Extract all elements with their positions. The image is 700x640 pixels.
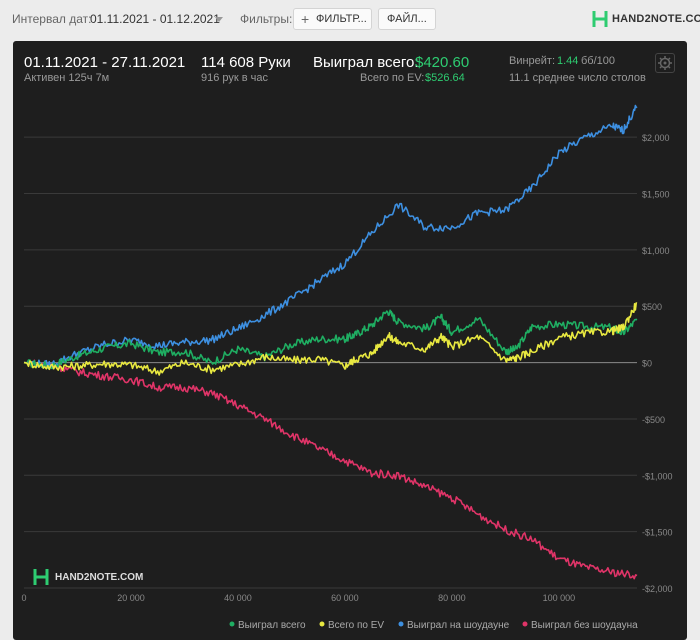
filter-button-label: ФИЛЬТР... bbox=[316, 13, 367, 25]
y-tick-label: -$500 bbox=[642, 415, 665, 425]
watermark-text: HAND2NOTE.COM bbox=[55, 572, 144, 583]
ev-label: Всего по EV: bbox=[360, 72, 425, 84]
files-button[interactable]: ФАЙЛ... bbox=[378, 8, 436, 30]
legend-label[interactable]: Выиграл на шоудауне bbox=[407, 620, 510, 631]
interval-label: Интервал дат: bbox=[12, 12, 92, 26]
plus-icon: + bbox=[301, 11, 310, 27]
series-line bbox=[23, 302, 638, 376]
filter-button[interactable]: + ФИЛЬТР... bbox=[293, 8, 372, 30]
y-tick-label: $1,500 bbox=[642, 190, 670, 200]
y-tick-label: $1,000 bbox=[642, 246, 670, 256]
files-button-label: ФАЙЛ... bbox=[387, 13, 427, 25]
x-tick-label: 0 bbox=[21, 593, 26, 603]
legend-label[interactable]: Всего по EV bbox=[328, 620, 384, 631]
x-tick-label: 40 000 bbox=[224, 593, 252, 603]
y-tick-label: -$1,000 bbox=[642, 471, 673, 481]
legend-marker bbox=[319, 621, 325, 627]
settings-button[interactable] bbox=[655, 53, 675, 73]
legend-marker bbox=[522, 621, 528, 627]
y-tick-label: -$1,500 bbox=[642, 528, 673, 538]
y-tick-label: $500 bbox=[642, 302, 662, 312]
date-range: 01.11.2021 - 27.11.2021 bbox=[24, 54, 186, 71]
chevron-down-icon[interactable] bbox=[215, 17, 223, 22]
filters-label: Фильтры: bbox=[240, 12, 293, 26]
watermark-logo-icon bbox=[33, 569, 49, 585]
toolbar: Интервал дат: 01.11.2021 - 01.12.2021 Фи… bbox=[0, 0, 700, 38]
x-tick-label: 20 000 bbox=[117, 593, 145, 603]
series-line bbox=[23, 359, 638, 580]
series-line bbox=[23, 104, 638, 370]
legend-marker bbox=[229, 621, 235, 627]
series-line bbox=[23, 309, 638, 370]
legend-label[interactable]: Выиграл всего bbox=[238, 620, 306, 631]
y-tick-label: -$2,000 bbox=[642, 584, 673, 594]
won-total-label: Выиграл всего: bbox=[313, 54, 419, 71]
legend-marker bbox=[398, 621, 404, 627]
hand2note-logo-icon bbox=[592, 11, 608, 27]
gear-icon bbox=[658, 56, 672, 70]
x-tick-label: 80 000 bbox=[438, 593, 466, 603]
hands-count: 114 608 Руки bbox=[201, 54, 291, 71]
hands-per-hour: 916 рук в час bbox=[201, 72, 269, 84]
won-total-value: $420.60 bbox=[415, 54, 470, 71]
date-interval-select[interactable]: 01.11.2021 - 01.12.2021 bbox=[90, 12, 220, 26]
brand-name: HAND2NOTE.COM bbox=[612, 13, 700, 25]
y-tick-label: $0 bbox=[642, 359, 652, 369]
legend-label[interactable]: Выиграл без шоудауна bbox=[531, 619, 638, 631]
y-tick-label: $2,000 bbox=[642, 133, 670, 143]
avg-tables: 11.1 среднее число столов bbox=[509, 72, 646, 84]
x-tick-label: 100 000 bbox=[543, 593, 576, 603]
graph-panel: 01.11.2021 - 27.11.2021 Активен 125ч 7м … bbox=[13, 41, 687, 640]
winrate-value: 1.44 bbox=[557, 55, 579, 67]
ev-value: $526.64 bbox=[425, 72, 465, 84]
winrate-unit: бб/100 bbox=[581, 55, 616, 67]
active-time: Активен 125ч 7м bbox=[24, 72, 110, 84]
winrate-label: Винрейт: bbox=[509, 55, 556, 67]
x-tick-label: 60 000 bbox=[331, 593, 359, 603]
